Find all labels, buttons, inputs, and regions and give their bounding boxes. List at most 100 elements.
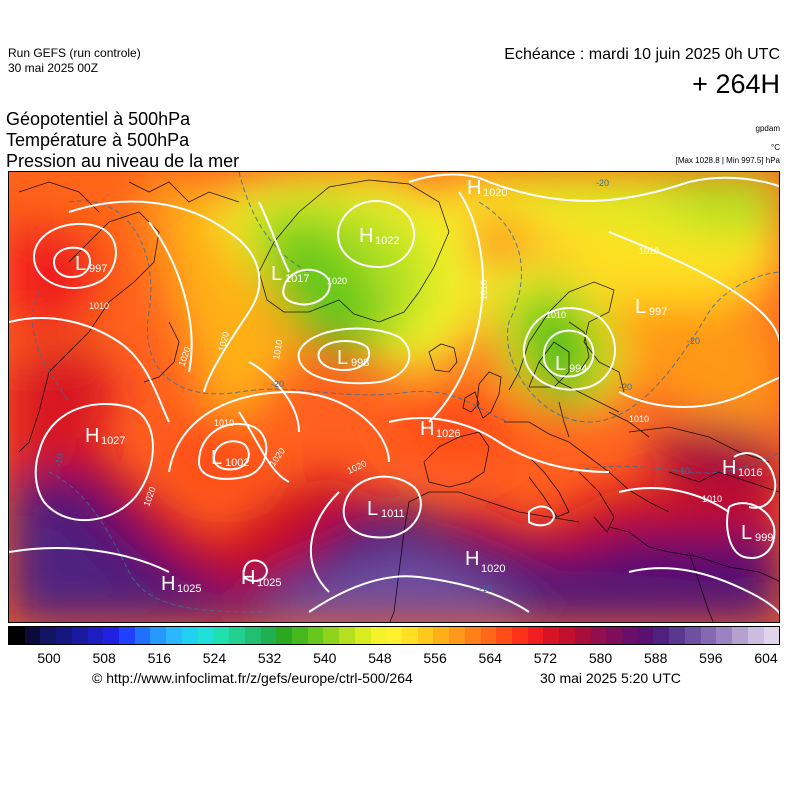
svg-text:H: H bbox=[161, 573, 175, 595]
pressure-system: L 994 bbox=[555, 353, 587, 375]
pressure-system: H 1025 bbox=[161, 573, 201, 595]
colorbar-swatch bbox=[637, 627, 654, 644]
colorbar-swatch bbox=[669, 627, 685, 644]
colorbar-tick-label: 500 bbox=[37, 650, 61, 666]
colorbar-swatch bbox=[276, 627, 292, 644]
svg-text:994: 994 bbox=[569, 363, 587, 375]
colorbar-swatch bbox=[747, 627, 764, 644]
colorbar-swatch bbox=[653, 627, 670, 644]
svg-text:1002: 1002 bbox=[225, 457, 249, 469]
isobar-label: 1010 bbox=[271, 339, 284, 360]
svg-text:L: L bbox=[75, 253, 86, 275]
colorbar-swatch bbox=[559, 627, 575, 644]
pressure-system: H 1020 bbox=[467, 177, 507, 199]
svg-text:999: 999 bbox=[755, 532, 773, 544]
pressure-system: L 1011 bbox=[367, 498, 405, 520]
isobar-label: 1010 bbox=[702, 494, 722, 504]
unit-geopotential: gpdam bbox=[755, 124, 780, 133]
colorbar-swatch bbox=[71, 627, 88, 644]
pressure-system: L 1017 bbox=[271, 263, 309, 285]
svg-text:H: H bbox=[722, 457, 736, 479]
svg-text:H: H bbox=[467, 177, 481, 199]
isobar-label: 1020 bbox=[327, 276, 347, 286]
colorbar-swatch bbox=[464, 627, 481, 644]
svg-text:1022: 1022 bbox=[375, 235, 399, 247]
colorbar-swatch bbox=[763, 627, 780, 644]
colorbar-tick-label: 540 bbox=[313, 650, 337, 666]
colorbar-swatch bbox=[716, 627, 733, 644]
colorbar-swatch bbox=[119, 627, 135, 644]
svg-text:L: L bbox=[337, 347, 348, 369]
colorbar-swatch bbox=[197, 627, 214, 644]
svg-text:H: H bbox=[85, 425, 99, 447]
temperature-label: -10 bbox=[479, 584, 492, 594]
svg-text:1016: 1016 bbox=[738, 467, 762, 479]
svg-text:H: H bbox=[241, 567, 255, 589]
colorbar-swatch bbox=[449, 627, 465, 644]
colorbar-swatch bbox=[622, 627, 638, 644]
temperature-labels: -20 -20 -20 -20 -10 -10 -10 bbox=[53, 178, 700, 594]
colorbar-tick-label: 588 bbox=[644, 650, 668, 666]
pressure-system: H 1020 bbox=[465, 548, 505, 575]
svg-text:1027: 1027 bbox=[101, 435, 125, 447]
svg-text:1026: 1026 bbox=[436, 428, 460, 440]
svg-text:H: H bbox=[465, 548, 479, 570]
colorbar-swatch bbox=[9, 627, 25, 644]
colorbar-tick-label: 556 bbox=[423, 650, 447, 666]
colorbar-swatch bbox=[386, 627, 402, 644]
isobar-label: 1010 bbox=[89, 301, 109, 311]
colorbar-tick-label: 596 bbox=[699, 650, 723, 666]
colorbar-swatch bbox=[512, 627, 528, 644]
colorbar-tick-label: 580 bbox=[588, 650, 613, 666]
colorbar-swatch bbox=[291, 627, 308, 644]
colorbar-swatch bbox=[166, 627, 182, 644]
pressure-system: L 1002 bbox=[211, 447, 249, 469]
temperature-label: -10 bbox=[53, 453, 65, 468]
colorbar-tick-label: 508 bbox=[92, 650, 116, 666]
pressure-system: L 997 bbox=[635, 296, 667, 318]
svg-text:L: L bbox=[211, 447, 222, 469]
colorbar-swatch bbox=[103, 627, 120, 644]
colorbar-swatch bbox=[590, 627, 607, 644]
colorbar-swatch bbox=[307, 627, 324, 644]
colorbar-tick-label: 532 bbox=[257, 650, 282, 666]
colorbar-swatch bbox=[732, 627, 748, 644]
svg-text:1017: 1017 bbox=[285, 273, 309, 285]
svg-text:1025: 1025 bbox=[177, 583, 201, 595]
colorbar-swatch bbox=[354, 627, 371, 644]
colorbar-swatch bbox=[543, 627, 560, 644]
pressure-system: L 997 bbox=[75, 253, 107, 275]
weather-map: 1010 1020 1010 1020 1010 1020 1020 1020 … bbox=[8, 171, 780, 623]
svg-text:L: L bbox=[367, 498, 378, 520]
colorbar-swatch bbox=[574, 627, 591, 644]
colorbar-tick-label: 604 bbox=[754, 650, 778, 666]
coastlines bbox=[18, 179, 779, 622]
svg-text:L: L bbox=[555, 353, 566, 375]
colorbar-tick-label: 564 bbox=[478, 650, 502, 666]
pressure-system: H 1022 bbox=[359, 225, 399, 247]
isobar-label: 1010 bbox=[546, 310, 566, 320]
colorbar-swatch bbox=[181, 627, 198, 644]
colorbar-swatch bbox=[40, 627, 57, 644]
svg-text:1025: 1025 bbox=[257, 577, 281, 589]
svg-text:997: 997 bbox=[649, 306, 667, 318]
colorbar-swatch bbox=[401, 627, 418, 644]
colorbar bbox=[8, 626, 780, 645]
parameter-pressure: Pression au niveau de la mer bbox=[6, 151, 240, 171]
temperature-label: -20 bbox=[687, 336, 700, 346]
pressure-system: L 998 bbox=[337, 347, 369, 369]
colorbar-swatch bbox=[134, 627, 151, 644]
parameter-geopotential: Géopotentiel à 500hPa bbox=[6, 109, 191, 129]
temperature-label: -10 bbox=[677, 466, 690, 476]
colorbar-swatch bbox=[496, 627, 512, 644]
colorbar-swatch bbox=[260, 627, 277, 644]
isobar-label: 1010 bbox=[214, 418, 234, 428]
temperature-label: -20 bbox=[271, 379, 284, 389]
pressure-system: H 1027 bbox=[85, 425, 125, 447]
unit-temperature: °C bbox=[771, 143, 780, 152]
colorbar-swatch bbox=[433, 627, 450, 644]
colorbar-swatch bbox=[24, 627, 41, 644]
pressure-system: H 1025 bbox=[241, 567, 281, 589]
svg-text:998: 998 bbox=[351, 357, 369, 369]
